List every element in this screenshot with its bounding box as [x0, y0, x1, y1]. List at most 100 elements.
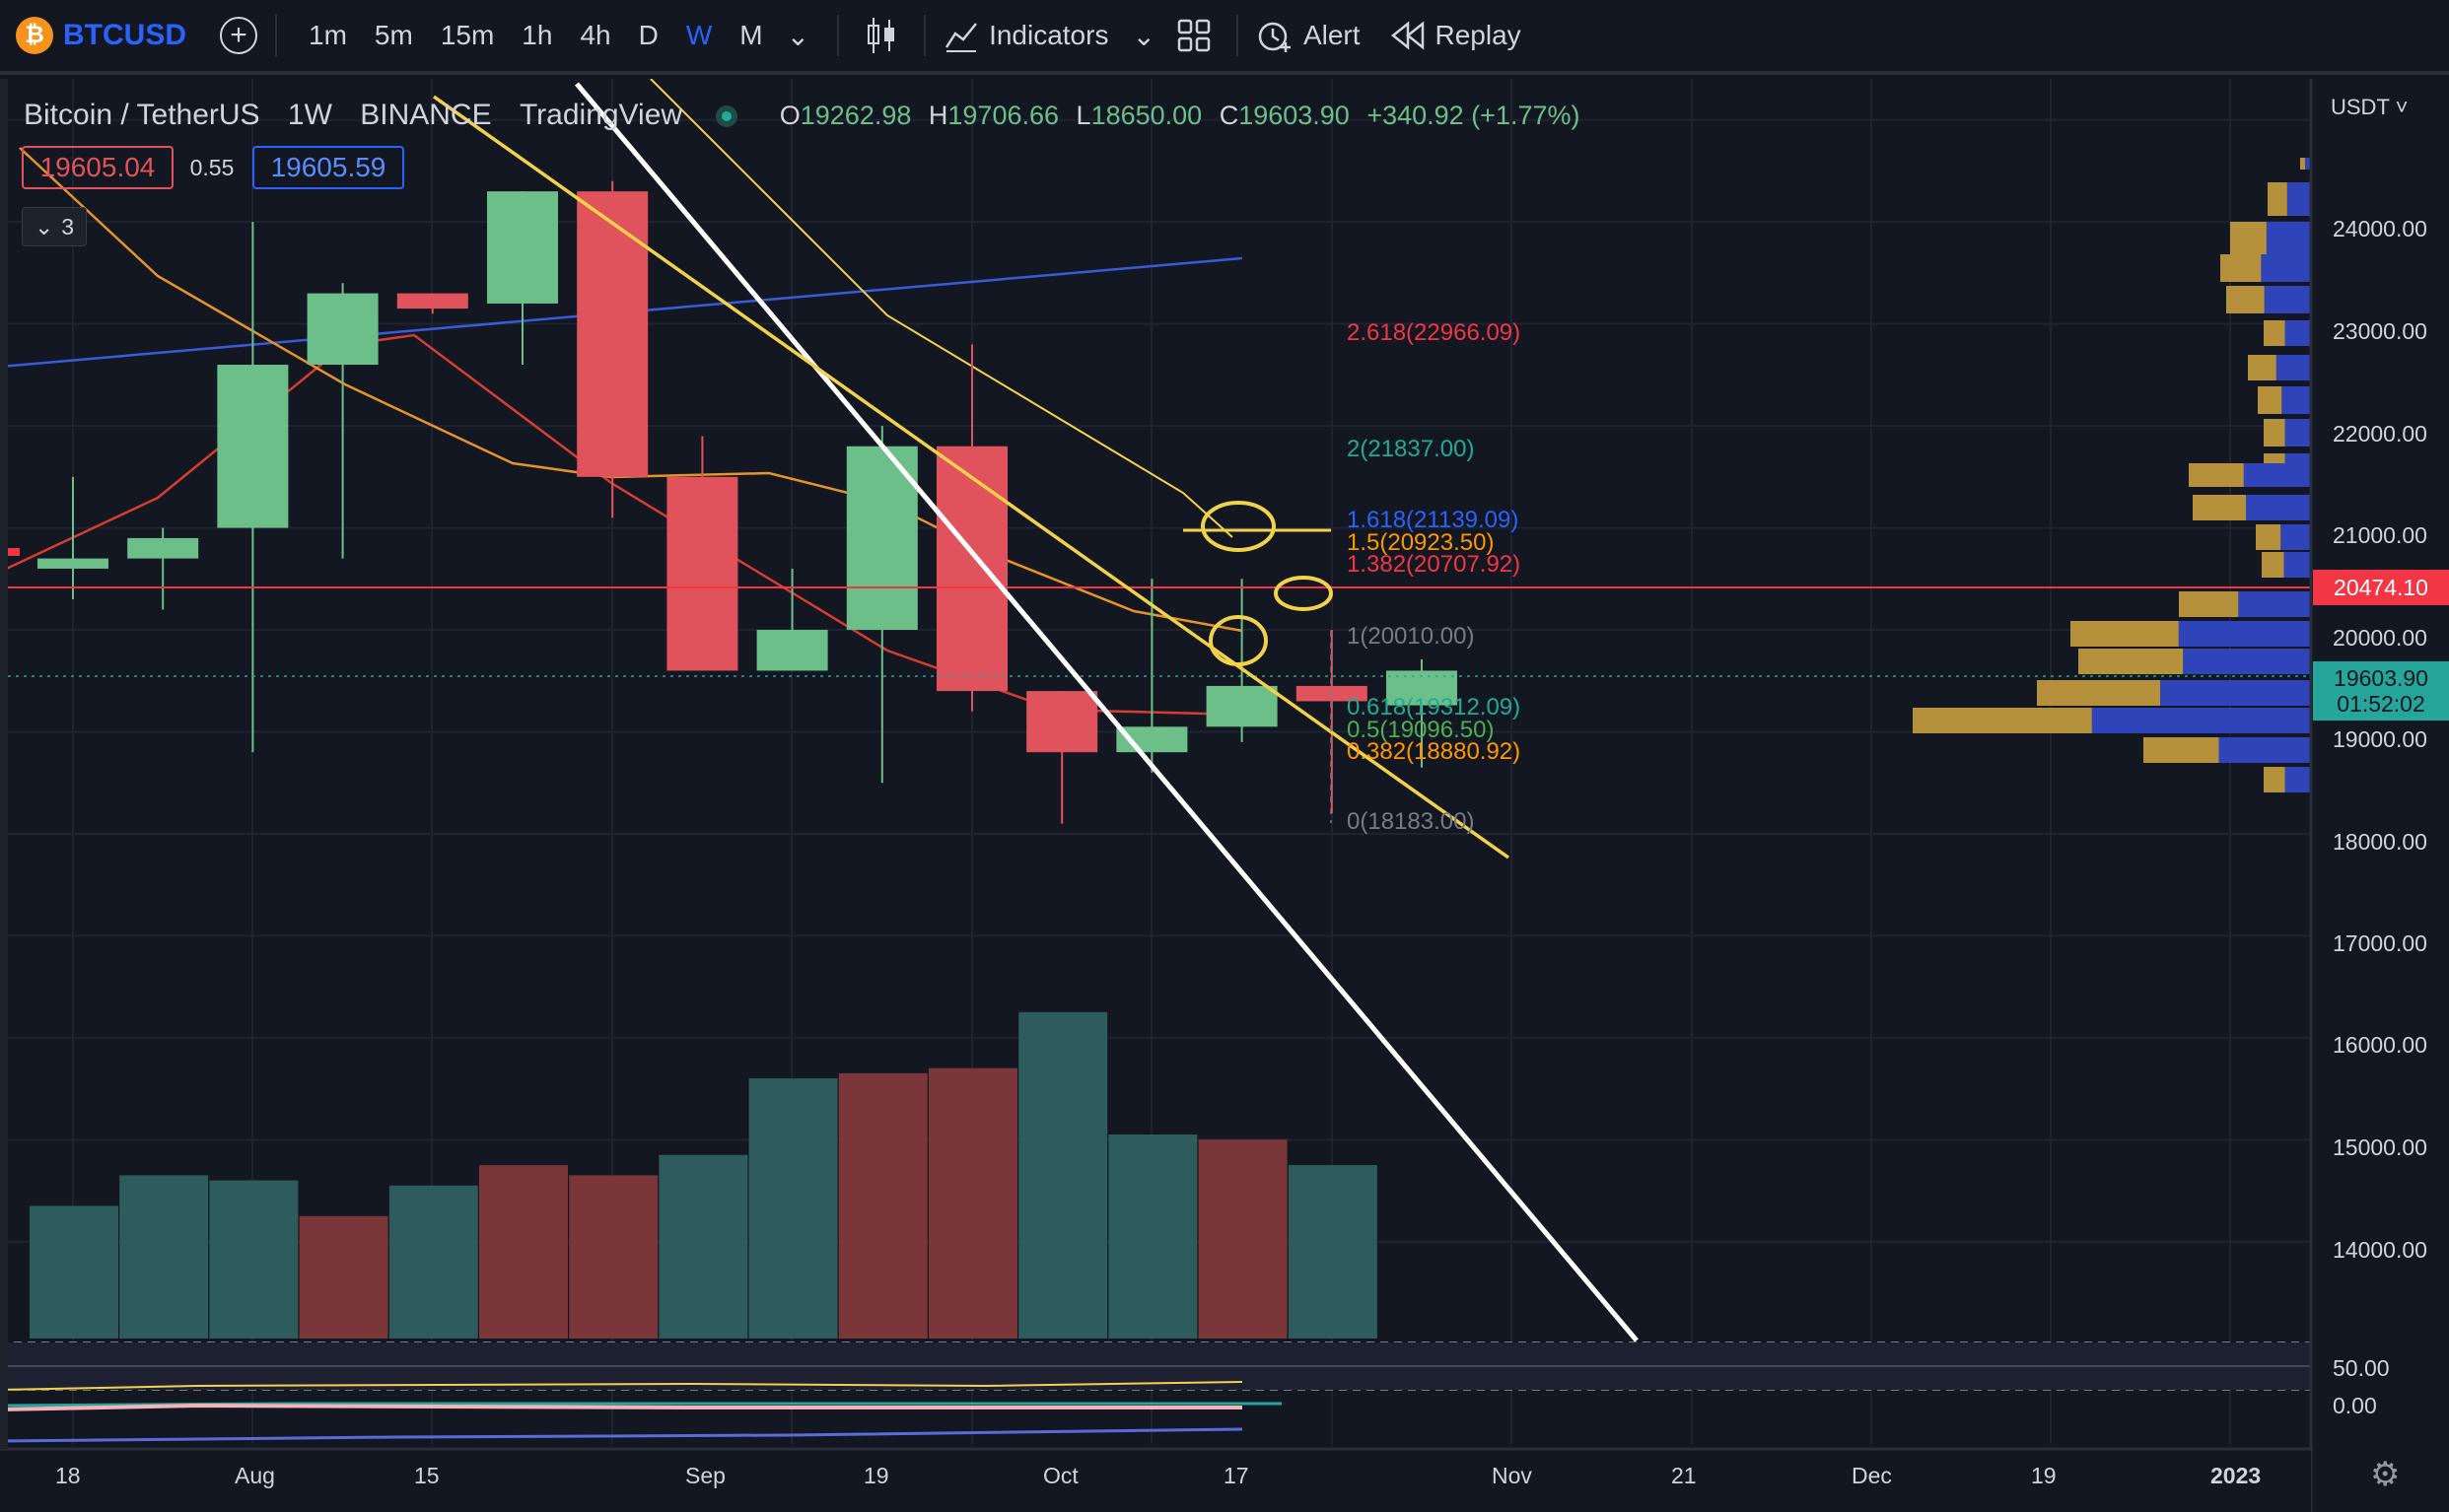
volume-bar — [748, 1078, 838, 1339]
currency-label: USDT — [2331, 95, 2390, 119]
toolbar-divider — [837, 15, 840, 56]
profile-bar-buy — [2189, 463, 2244, 487]
settings-gear-icon[interactable]: ⚙ — [2370, 1456, 2401, 1493]
candle-body — [937, 446, 1008, 692]
price-tick: 23000.00 — [2333, 318, 2427, 344]
chart-canvas[interactable] — [0, 79, 2449, 1512]
profile-bar-sell — [2243, 463, 2311, 487]
timeframe-d[interactable]: D — [638, 20, 659, 50]
timeframe-1m[interactable]: 1m — [309, 20, 347, 50]
low-value: 18650.00 — [1090, 101, 1203, 130]
alert-button[interactable]: Alert — [1256, 0, 1370, 73]
price-tick: 14000.00 — [2333, 1237, 2427, 1263]
timeframe-1h[interactable]: 1h — [522, 20, 553, 50]
volume-bar — [209, 1180, 299, 1339]
market-status-icon[interactable] — [716, 105, 738, 128]
timeframe-w[interactable]: W — [685, 20, 713, 50]
fib-level-label: 2(21837.00) — [1347, 436, 1475, 462]
volume-bar — [1288, 1165, 1377, 1339]
candle-body — [127, 537, 199, 559]
profile-bar-sell — [2281, 386, 2311, 414]
indicators-button[interactable]: Indicators — [944, 0, 1118, 73]
profile-bar-buy — [2230, 222, 2267, 255]
timeframe-5m[interactable]: 5m — [374, 20, 413, 50]
profile-bar-buy — [2248, 355, 2276, 380]
profile-bar-sell — [2183, 649, 2311, 674]
candle-body — [37, 558, 108, 569]
volume-bar — [929, 1067, 1017, 1339]
time-tick: 15 — [414, 1463, 440, 1488]
candle-body — [1295, 685, 1367, 702]
osc-line — [0, 1427, 1243, 1443]
toolbar-divider — [275, 15, 277, 56]
left-edge — [0, 79, 8, 1449]
symbol-title[interactable]: Bitcoin / TetherUS — [24, 99, 260, 131]
timeframe-m[interactable]: M — [739, 20, 763, 50]
time-tick: 19 — [2031, 1463, 2057, 1488]
timeframe-15m[interactable]: 15m — [440, 20, 495, 50]
symbol-label: BTCUSD — [63, 19, 186, 51]
profile-bar-sell — [2284, 320, 2311, 346]
timeframe-4h[interactable]: 4h — [580, 20, 611, 50]
profile-bar-sell — [2218, 737, 2311, 763]
time-tick: 17 — [1224, 1463, 1249, 1488]
last-price-label: 19603.90 01:52:02 — [2313, 661, 2449, 721]
symbol-search-button[interactable]: ₿ BTCUSD — [16, 0, 186, 73]
fib-level-label: 0.5(19096.50) — [1347, 717, 1495, 743]
low-label: L — [1076, 101, 1091, 130]
volume-bar — [299, 1215, 388, 1339]
candle-body — [577, 191, 649, 477]
source-label: TradingView — [519, 99, 683, 131]
highlight-circle — [1274, 576, 1333, 611]
currency-selector[interactable]: USDT ˅ — [2331, 95, 2408, 120]
indicators-dropdown-icon[interactable]: ⌄ — [1132, 20, 1155, 51]
price-tick: 21000.00 — [2333, 522, 2427, 548]
change-value: +340.92 (+1.77%) — [1366, 101, 1580, 130]
profile-bar-sell — [2264, 286, 2311, 313]
profile-bar-buy — [2264, 419, 2285, 447]
osc-line — [0, 1381, 1243, 1391]
buy-price-button[interactable]: 19605.59 — [252, 146, 404, 189]
time-tick: 2023 — [2210, 1463, 2262, 1488]
trend-drawings — [0, 82, 2311, 1342]
profile-bar-sell — [2238, 591, 2311, 617]
time-tick: Oct — [1043, 1463, 1079, 1488]
chart-legend: Bitcoin / TetherUS 1W BINANCE TradingVie… — [24, 99, 1580, 132]
volume-bar — [119, 1175, 209, 1339]
replay-button[interactable]: Replay — [1390, 0, 1531, 73]
bitcoin-icon: ₿ — [16, 17, 53, 54]
toolbar-divider — [1235, 15, 1238, 56]
volume-bar — [659, 1154, 748, 1339]
time-tick: Aug — [235, 1463, 275, 1488]
indicators-icon — [945, 23, 978, 52]
candle-body — [217, 365, 289, 528]
collapse-indicators-button[interactable]: ⌄ 3 — [22, 207, 87, 246]
white-trendline — [575, 82, 1639, 1342]
fib-level-label: 0(18183.00) — [1347, 808, 1475, 835]
candle-type-icon[interactable] — [857, 0, 906, 73]
chevron-down-icon: ˅ — [2389, 95, 2409, 119]
time-axis-bg — [0, 1451, 2311, 1512]
price-tick: 22000.00 — [2333, 421, 2427, 447]
last-price-value: 19603.90 — [2334, 665, 2428, 691]
profile-bar-sell — [2286, 182, 2311, 216]
sell-price-button[interactable]: 19605.04 — [22, 146, 174, 189]
profile-bar-buy — [2256, 524, 2281, 550]
profile-bar-buy — [2226, 286, 2265, 313]
volume-bar — [388, 1185, 478, 1339]
time-tick: Sep — [685, 1463, 726, 1488]
price-tick: 19000.00 — [2333, 726, 2427, 752]
close-label: C — [1219, 101, 1239, 130]
layout-grid-icon[interactable] — [1169, 0, 1219, 73]
spread-label: 0.55 — [189, 154, 235, 180]
profile-bar-sell — [2261, 254, 2311, 282]
candle-body — [1026, 691, 1098, 753]
price-tick: 20000.00 — [2333, 625, 2427, 651]
timeframe-dropdown-icon[interactable]: ⌄ — [786, 20, 810, 51]
profile-bar-buy — [2264, 320, 2285, 346]
price-tick: 15000.00 — [2333, 1134, 2427, 1160]
profile-bar-sell — [2275, 355, 2311, 380]
price-marker — [0, 548, 20, 556]
replay-label: Replay — [1434, 20, 1521, 50]
compare-add-icon[interactable]: + — [220, 17, 257, 54]
